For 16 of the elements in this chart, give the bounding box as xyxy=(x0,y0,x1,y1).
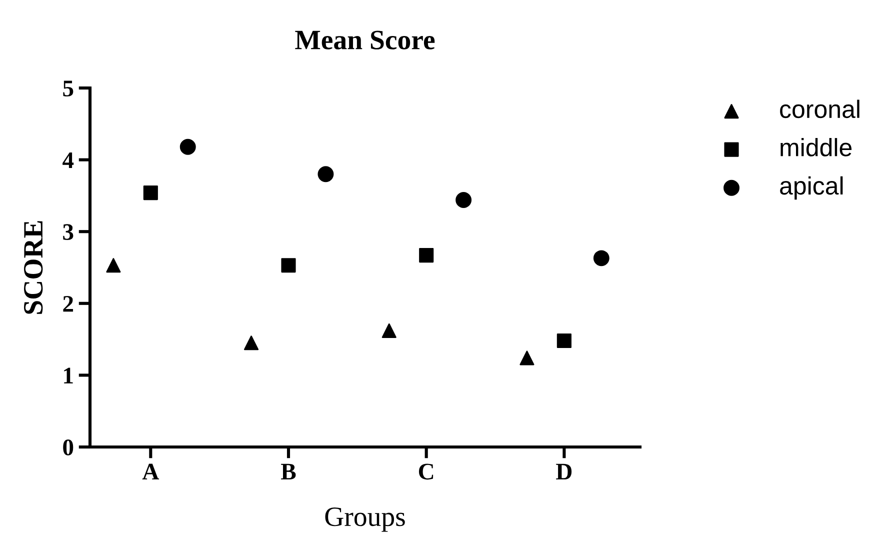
x-tick-label: B xyxy=(281,464,296,480)
x-tick-label: A xyxy=(142,464,160,480)
y-tick-label: 1 xyxy=(64,368,73,384)
y-tick-label: 5 xyxy=(63,80,74,96)
y-tick-label: 3 xyxy=(63,224,74,240)
x-tick-label: C xyxy=(418,464,434,480)
y-tick-label: 4 xyxy=(62,152,74,168)
x-axis-title: Groups xyxy=(325,507,405,532)
y-tick-label: 0 xyxy=(63,439,74,456)
y-tick-label: 2 xyxy=(63,296,74,312)
legend-label: apical xyxy=(780,176,843,200)
y-axis-title: SCORE xyxy=(24,221,43,314)
legend-label: coronal xyxy=(780,100,860,118)
x-tick-label: D xyxy=(556,464,572,480)
legend-label: middle xyxy=(780,138,852,156)
chart-title: Mean Score xyxy=(295,30,435,50)
